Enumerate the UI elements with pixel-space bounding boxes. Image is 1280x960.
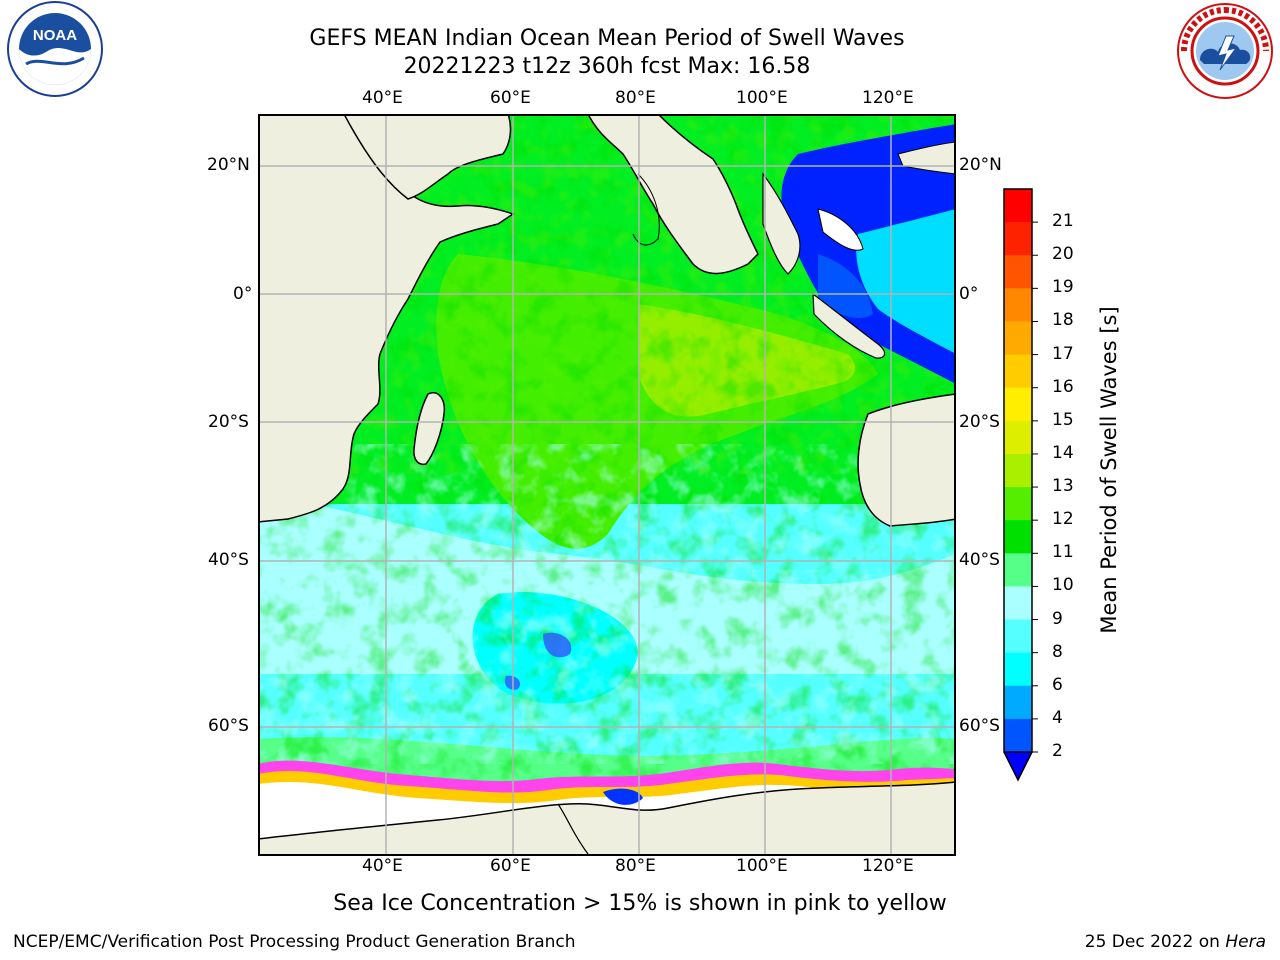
lat-label-left-0: 0° xyxy=(233,284,253,304)
lat-label-left-60s: 60°S xyxy=(208,716,249,736)
colorbar-label: Mean Period of Swell Waves [s] xyxy=(1097,306,1121,634)
lon-label-bottom-80e: 80°E xyxy=(615,856,656,876)
colorbar-tick-label: 12 xyxy=(1052,509,1074,530)
colorbar-tick-label: 8 xyxy=(1052,641,1063,662)
noaa-logo-text: NOAA xyxy=(33,27,77,44)
colorbar-swatch xyxy=(1004,652,1032,687)
chart-subtitle: 20221223 t12z 360h fcst Max: 16.58 xyxy=(403,54,811,79)
lat-label-right-20n: 20°N xyxy=(959,155,1002,175)
colorbar-tick-label: 19 xyxy=(1052,277,1074,298)
lon-label-top-60e: 60°E xyxy=(490,88,531,108)
footer-branch: NCEP/EMC/Verification Post Processing Pr… xyxy=(13,932,576,952)
colorbar-tick-label: 10 xyxy=(1052,575,1074,596)
lat-label-left-40s: 40°S xyxy=(208,550,249,570)
colorbar-label-wrapper: Mean Period of Swell Waves [s] xyxy=(1097,306,1280,650)
colorbar-swatch xyxy=(1004,553,1032,587)
map-frame xyxy=(258,114,956,856)
footer-date-host: 25 Dec 2022 on Hera xyxy=(1085,932,1266,952)
colorbar-swatch xyxy=(1004,288,1032,322)
colorbar-swatch xyxy=(1004,718,1032,753)
footer-date: 25 Dec 2022 on xyxy=(1084,932,1220,952)
colorbar-tick-label: 16 xyxy=(1052,376,1074,397)
lon-label-top-80e: 80°E xyxy=(615,88,656,108)
colorbar-swatch xyxy=(1004,619,1032,654)
colorbar xyxy=(1003,188,1038,782)
lat-label-left-20s: 20°S xyxy=(208,412,249,432)
lon-label-bottom-40e: 40°E xyxy=(362,856,403,876)
colorbar-tick-label: 15 xyxy=(1052,409,1074,430)
sea-ice-caption: Sea Ice Concentration > 15% is shown in … xyxy=(333,891,947,916)
lat-label-right-40s: 40°S xyxy=(959,550,1000,570)
colorbar-tick-label: 21 xyxy=(1052,211,1074,232)
noaa-logo: NOAA xyxy=(7,1,103,97)
colorbar-swatch xyxy=(1004,520,1032,554)
lat-label-right-20s: 20°S xyxy=(959,412,1000,432)
lon-label-bottom-100e: 100°E xyxy=(736,856,788,876)
colorbar-tick-label: 14 xyxy=(1052,442,1074,463)
colorbar-underflow-arrow xyxy=(1004,752,1032,780)
lat-label-left-20n: 20°N xyxy=(207,155,250,175)
nws-logo xyxy=(1177,3,1273,99)
colorbar-swatch xyxy=(1004,189,1032,223)
lon-label-bottom-60e: 60°E xyxy=(490,856,531,876)
colorbar-swatch xyxy=(1004,420,1032,455)
colorbar-swatch xyxy=(1004,222,1032,256)
colorbar-swatch xyxy=(1004,453,1032,488)
colorbar-tick-label: 9 xyxy=(1052,608,1063,629)
colorbar-tick-label: 4 xyxy=(1052,707,1063,728)
colorbar-tick-label: 11 xyxy=(1052,542,1074,563)
colorbar-tick-label: 2 xyxy=(1052,741,1063,761)
lon-label-top-120e: 120°E xyxy=(862,88,914,108)
colorbar-tick-label: 13 xyxy=(1052,476,1074,497)
colorbar-tick-label: 20 xyxy=(1052,244,1074,265)
colorbar-swatch xyxy=(1004,354,1032,389)
colorbar-tick-label: 18 xyxy=(1052,310,1074,331)
footer-machine: Hera xyxy=(1225,932,1266,952)
colorbar-swatch xyxy=(1004,387,1032,422)
colorbar-tick-label: 17 xyxy=(1052,343,1074,364)
lon-label-top-40e: 40°E xyxy=(362,88,403,108)
colorbar-swatch xyxy=(1004,685,1032,720)
chart-title: GEFS MEAN Indian Ocean Mean Period of Sw… xyxy=(309,26,905,51)
colorbar-swatch xyxy=(1004,586,1032,621)
lat-label-right-60s: 60°S xyxy=(959,716,1000,736)
lat-label-right-0: 0° xyxy=(959,284,979,304)
map-gridlines xyxy=(258,114,956,856)
lon-label-top-100e: 100°E xyxy=(736,88,788,108)
swell-period-map xyxy=(258,114,956,856)
colorbar-tick-label: 6 xyxy=(1052,674,1063,695)
colorbar-swatch xyxy=(1004,487,1032,521)
colorbar-swatch xyxy=(1004,255,1032,289)
lon-label-bottom-120e: 120°E xyxy=(862,856,914,876)
colorbar-swatch xyxy=(1004,321,1032,356)
